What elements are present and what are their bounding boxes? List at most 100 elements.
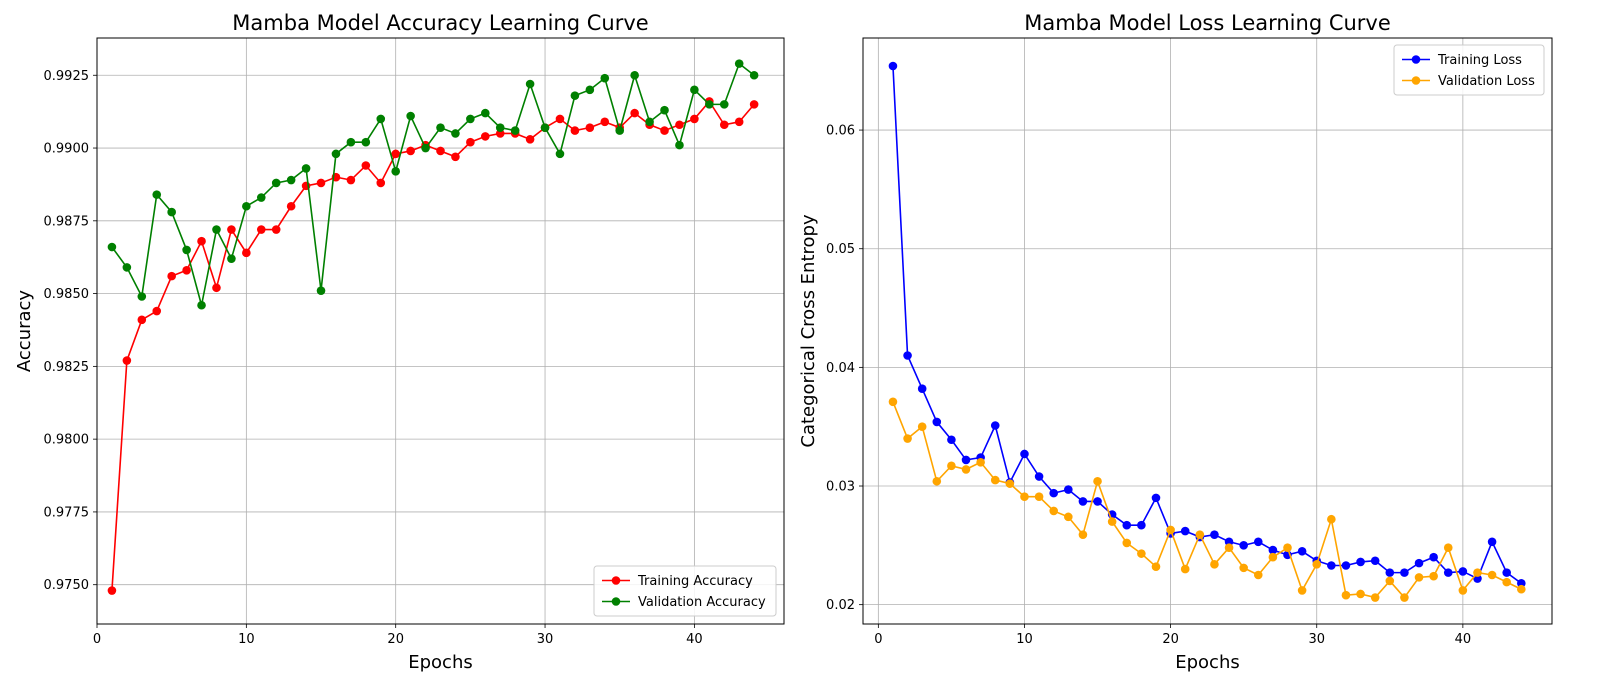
- chart-1-series-1-point: [675, 120, 684, 130]
- chart-2-title: Mamba Model Loss Learning Curve: [1024, 11, 1391, 35]
- chart-2-series-2-point: [932, 476, 942, 486]
- chart-1-ytick-label: 0.9850: [44, 287, 90, 302]
- chart-2-series-1-point: [1093, 497, 1102, 506]
- chart-1-series-1-point: [182, 266, 191, 275]
- chart-1-series-1-point: [391, 149, 400, 159]
- chart-1-series-1-point: [466, 137, 475, 147]
- chart-1-legend-swatch-marker: [611, 576, 621, 585]
- chart-2-series-2-point: [1283, 543, 1292, 553]
- chart-2-ytick-label: 0.04: [826, 361, 855, 376]
- chart-1-series-2-point: [481, 108, 490, 118]
- chart-1-ytick-label: 0.9925: [44, 69, 90, 84]
- chart-1-series-2-point: [122, 263, 132, 272]
- chart-1-ylabel: Accuracy: [14, 290, 35, 373]
- chart-1-series-1-point: [660, 126, 669, 135]
- chart-1-series-2-point: [525, 79, 535, 89]
- chart-1-series-2-point: [256, 193, 266, 202]
- chart-1-series-1-point: [525, 135, 535, 144]
- chart-1: 0 10 20 30 40 0.9750 0.9775 0.9800 0.9825 0.9850 0…: [14, 11, 785, 673]
- chart-1-series-2-point: [346, 137, 356, 147]
- chart-1-series-1-point: [107, 586, 117, 595]
- chart-2-series-2-point: [1341, 590, 1351, 600]
- chart-1-series-2-point: [242, 201, 251, 211]
- chart-1-series-1-point: [271, 225, 281, 234]
- chart-1-series-2-point: [361, 137, 371, 147]
- chart-2-series-1-point: [1429, 552, 1438, 562]
- chart-2-series-1-point: [1517, 579, 1526, 588]
- chart-1-series-2-point: [540, 123, 550, 132]
- chart-1-series-1-line: [111, 100, 755, 591]
- chart-2-xtick-label: 10: [1016, 632, 1033, 647]
- chart-2-series-1-point: [947, 435, 956, 445]
- chart-1-series-2-point: [271, 178, 281, 188]
- chart-1-series-2-point: [615, 126, 625, 135]
- chart-2-series-2-point: [1151, 562, 1161, 571]
- chart-1-series-2-point: [227, 254, 236, 263]
- chart-2-series-2-point: [1224, 543, 1234, 553]
- chart-2-series-2-point: [888, 397, 898, 407]
- chart-2-series-2-point: [947, 461, 956, 471]
- chart-1-plot-frame: [96, 37, 785, 625]
- chart-1-series-1-point: [286, 201, 296, 211]
- chart-1-series-2-point: [137, 292, 147, 301]
- chart-2-ytick-label: 0.06: [826, 124, 855, 139]
- chart-1-series-2-point: [436, 123, 445, 132]
- chart-1-series-2-point: [630, 70, 639, 80]
- chart-2-ytick-label: 0.03: [826, 480, 855, 495]
- chart-1-series-1-point: [242, 248, 251, 258]
- chart-1-series-2-point: [749, 70, 759, 80]
- chart-1-series-2-point: [645, 117, 654, 127]
- chart-1-series-1-point: [212, 283, 221, 293]
- chart-1-legend-label: Training Accuracy: [637, 574, 753, 589]
- chart-2-series-2-point: [903, 434, 912, 443]
- chart-2-legend: Training Loss Validation Loss: [1393, 44, 1545, 96]
- chart-2-series-2-point: [976, 457, 985, 467]
- chart-1-series-1-point: [122, 356, 132, 365]
- chart-2-series-2-point: [1020, 492, 1029, 501]
- chart-2-series-2-point: [1195, 530, 1205, 539]
- chart-2-series-1-point: [1239, 541, 1248, 550]
- chart-1-series-2-point: [585, 85, 595, 95]
- chart-2-series-1-point: [1034, 472, 1044, 481]
- chart-1-series-1-point: [361, 161, 371, 170]
- chart-1-series-2-point: [690, 85, 699, 95]
- chart-2-series-1-point: [1487, 537, 1497, 547]
- chart-2-series-1-point: [1268, 545, 1278, 555]
- chart-1-series-2-point: [286, 175, 296, 185]
- chart-2-series-1-point: [1020, 449, 1029, 459]
- chart-1-series-2-point: [376, 114, 386, 124]
- chart-1-series-2-point: [391, 167, 400, 176]
- chart-2-series-2-point: [1356, 589, 1365, 599]
- chart-1-series-1: [107, 97, 759, 595]
- chart-2-series-2-point: [1385, 576, 1395, 586]
- chart-1-series-1-point: [152, 306, 162, 316]
- chart-2-series-2-point: [917, 422, 927, 431]
- chart-2-series-2-point: [1487, 570, 1497, 580]
- chart-1-series-2-point: [212, 225, 221, 234]
- chart-2-xtick-label: 30: [1308, 632, 1325, 647]
- chart-1-xtick-label: 10: [238, 632, 255, 647]
- chart-1-series-1-point: [734, 117, 744, 127]
- chart-1-series-2-point: [406, 111, 415, 121]
- chart-2-series-1-point: [961, 455, 971, 465]
- chart-1-series-2-point: [570, 91, 580, 100]
- chart-2-xlabel: Epochs: [1175, 652, 1240, 673]
- chart-2-ytick-label: 0.02: [826, 598, 855, 613]
- chart-1-series-1-point: [481, 132, 490, 141]
- chart-2-series-1-point: [1443, 568, 1453, 577]
- chart-2-series-1-point: [903, 351, 912, 360]
- chart-2-series-2-point: [1458, 586, 1468, 595]
- chart-1-ytick-label: 0.9800: [44, 433, 90, 448]
- chart-2-series-1-point: [917, 384, 927, 394]
- chart-2-series-2-point: [1443, 543, 1453, 553]
- chart-1-legend-box: [593, 565, 777, 617]
- chart-1-series-2-point: [495, 123, 505, 132]
- chart-1-ytick-label: 0.9875: [44, 214, 90, 229]
- chart-2-series-1-point: [1502, 568, 1511, 577]
- chart-2-series-2-point: [1517, 584, 1526, 594]
- chart-2-series-2-line: [892, 401, 1522, 599]
- chart-2-series-2-point: [1473, 568, 1482, 577]
- chart-2-series-1-point: [1122, 520, 1132, 530]
- chart-1-series-1-point: [600, 117, 610, 127]
